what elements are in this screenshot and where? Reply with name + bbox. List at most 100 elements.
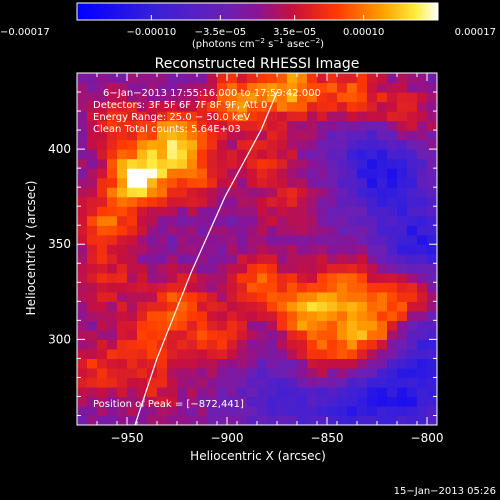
heatmap-cell [187, 206, 198, 217]
heatmap-cell [237, 329, 248, 340]
heatmap-cell [407, 196, 418, 207]
heatmap-cell [77, 253, 88, 264]
heatmap-cell [297, 206, 308, 217]
heatmap-cell [267, 130, 278, 141]
heatmap-cell [197, 92, 208, 103]
heatmap-cell [317, 415, 328, 425]
heatmap-cell [257, 82, 268, 93]
heatmap-cell [287, 187, 298, 198]
heatmap-cell [147, 139, 158, 150]
heatmap-cell [167, 225, 178, 236]
heatmap-cell [337, 73, 348, 84]
heatmap-cell [337, 82, 348, 93]
heatmap-cell [257, 291, 268, 302]
heatmap-cell [267, 405, 278, 417]
heatmap-cell [427, 291, 437, 302]
heatmap-cell [367, 111, 378, 122]
heatmap-cell [377, 158, 388, 169]
heatmap-cell [227, 139, 238, 150]
heatmap-cell [297, 329, 308, 340]
heatmap-cell [307, 149, 318, 160]
heatmap-cell [367, 92, 378, 103]
heatmap-cell [227, 130, 238, 141]
heatmap-cell [127, 196, 138, 207]
heatmap-cell [417, 386, 428, 398]
heatmap-cell [417, 73, 428, 84]
heatmap-cell [237, 120, 248, 131]
heatmap-cell [187, 215, 198, 226]
heatmap-cell [277, 196, 288, 207]
heatmap-cell [337, 263, 348, 274]
x-tick-label: −850 [311, 431, 344, 445]
heatmap-cell [177, 196, 188, 207]
heatmap-cell [77, 187, 88, 198]
heatmap-cell [177, 101, 188, 112]
heatmap-cell [427, 187, 437, 198]
heatmap-cell [217, 206, 228, 217]
heatmap-cell [317, 263, 328, 274]
heatmap-cell [317, 196, 328, 207]
heatmap-cell [147, 244, 158, 255]
heatmap-cell [367, 158, 378, 169]
heatmap-cell [117, 92, 128, 103]
heatmap-cell [127, 253, 138, 264]
heatmap-cell [377, 73, 388, 84]
heatmap-cell [287, 73, 298, 84]
heatmap-cell [247, 234, 258, 245]
heatmap-cell [127, 358, 138, 369]
heatmap-cell [317, 291, 328, 302]
heatmap-cell [227, 272, 238, 283]
heatmap-cell [337, 215, 348, 226]
heatmap-cell [147, 111, 158, 122]
heatmap-cell [357, 263, 368, 274]
heatmap-cell [187, 339, 198, 350]
heatmap-cell [107, 82, 118, 93]
heatmap-cell [347, 196, 358, 207]
heatmap-cell [167, 215, 178, 226]
heatmap-cell [77, 415, 88, 425]
heatmap-cell [407, 187, 418, 198]
heatmap-cell [297, 196, 308, 207]
heatmap-cell [167, 149, 178, 160]
y-axis-label: Heliocentric Y (arcsec) [24, 181, 38, 316]
heatmap-cell [267, 310, 278, 321]
heatmap-cell [387, 386, 398, 398]
heatmap-cell [287, 396, 298, 407]
heatmap-cell [87, 215, 98, 226]
heatmap-cell [237, 339, 248, 350]
heatmap-cell [297, 225, 308, 236]
y-axis-ticks: 300 350 400 [48, 72, 437, 416]
heatmap-cell [287, 158, 298, 169]
heatmap-cell [317, 358, 328, 369]
heatmap-cell [327, 329, 338, 340]
heatmap-cell [347, 73, 358, 84]
heatmap-cell [247, 358, 258, 369]
heatmap-cell [427, 272, 437, 283]
heatmap-cell [257, 301, 268, 312]
heatmap-cell [307, 253, 318, 264]
heatmap-cell [87, 272, 98, 283]
heatmap-cell [347, 120, 358, 131]
heatmap-cell [157, 329, 168, 340]
heatmap-cell [367, 73, 378, 84]
heatmap-cell [407, 244, 418, 255]
heatmap-cell [217, 320, 228, 331]
heatmap-cell [417, 358, 428, 369]
heatmap-cell [277, 120, 288, 131]
heatmap-cell [77, 177, 88, 188]
heatmap-cell [227, 215, 238, 226]
heatmap-cell [397, 272, 408, 283]
heatmap-cell [187, 244, 198, 255]
heatmap-cell [327, 215, 338, 226]
chart-title: Reconstructed RHESSI Image [155, 56, 360, 72]
heatmap-cell [87, 130, 98, 141]
heatmap-cell [317, 120, 328, 131]
heatmap-cell [207, 92, 218, 103]
heatmap-cell [267, 358, 278, 369]
heatmap-cell [357, 196, 368, 207]
heatmap-cell [107, 244, 118, 255]
heatmap-cell [377, 339, 388, 350]
heatmap-cell [367, 196, 378, 207]
heatmap-cell [317, 215, 328, 226]
heatmap-cell [337, 206, 348, 217]
